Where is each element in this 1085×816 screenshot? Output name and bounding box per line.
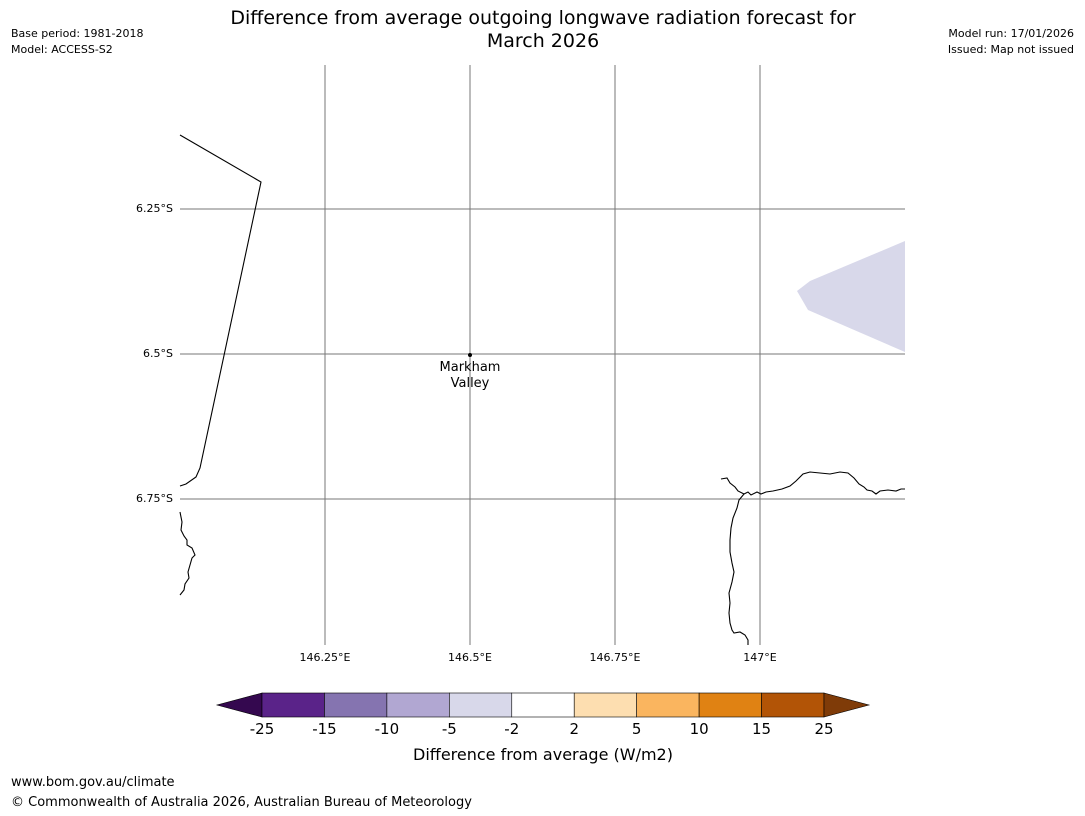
page-title: Difference from average outgoing longwav… [160,7,926,53]
colorbar-tick-label: 10 [689,720,709,738]
colorbar-tick-label: -15 [312,720,337,738]
colorbar-tick-label: -25 [249,720,275,738]
colorbar-tick-label: 15 [752,720,772,738]
model-name: Model: ACCESS-S2 [11,43,113,56]
colorbar-title: Difference from average (W/m2) [413,745,673,764]
colorbar-tick-label: -10 [374,720,400,738]
issued-status: Issued: Map not issued [947,43,1074,56]
colorbar-tick-label: -2 [504,720,520,738]
colorbar-bins [261,692,825,718]
colorbar-extend-high [823,692,871,718]
lat-label-6-25: 6.25°S [136,202,173,215]
lat-label-6-75: 6.75°S [136,492,173,505]
footer-copyright: © Commonwealth of Australia 2026, Austra… [11,795,472,810]
lat-label-6-5: 6.5°S [143,347,173,360]
coastline-south [728,493,749,645]
lon-label-147: 147°E [743,651,777,664]
colorbar-bin [261,692,325,718]
title-line-2: March 2026 [486,30,600,52]
coastlines [179,134,905,645]
anomaly-region [797,241,905,352]
colorbar-bin [324,692,388,718]
footer-url[interactable]: www.bom.gov.au/climate [11,775,175,790]
lon-label-146-75: 146.75°E [589,651,641,664]
colorbar-bin [761,692,825,718]
colorbar-bin [511,692,575,718]
location-marker [468,353,472,357]
colorbar-bin [386,692,450,718]
province-boundary [179,134,262,487]
colorbar-tick-label: -5 [441,720,457,738]
location-name-line-2: Valley [450,376,490,391]
lon-label-146-5: 146.5°E [448,651,492,664]
model-run: Model run: 17/01/2026 [948,27,1074,40]
colorbar-extend-low [215,692,263,718]
colorbar-bin [698,692,762,718]
location-name-line-1: Markham [439,360,501,375]
colorbar-bin [449,692,513,718]
colorbar-tick-label: 2 [569,720,579,738]
colorbar-bin [636,692,700,718]
base-period: Base period: 1981-2018 [11,27,144,40]
lon-label-146-25: 146.25°E [299,651,351,664]
title-line-1: Difference from average outgoing longwav… [230,7,856,29]
colorbar-tick-label: 5 [631,720,642,738]
coastline-west [179,511,196,596]
colorbar-tick-label: 25 [814,720,834,738]
colorbar-bin [573,692,637,718]
coastline-east [720,471,905,496]
location-label: Markham Valley [420,360,520,392]
